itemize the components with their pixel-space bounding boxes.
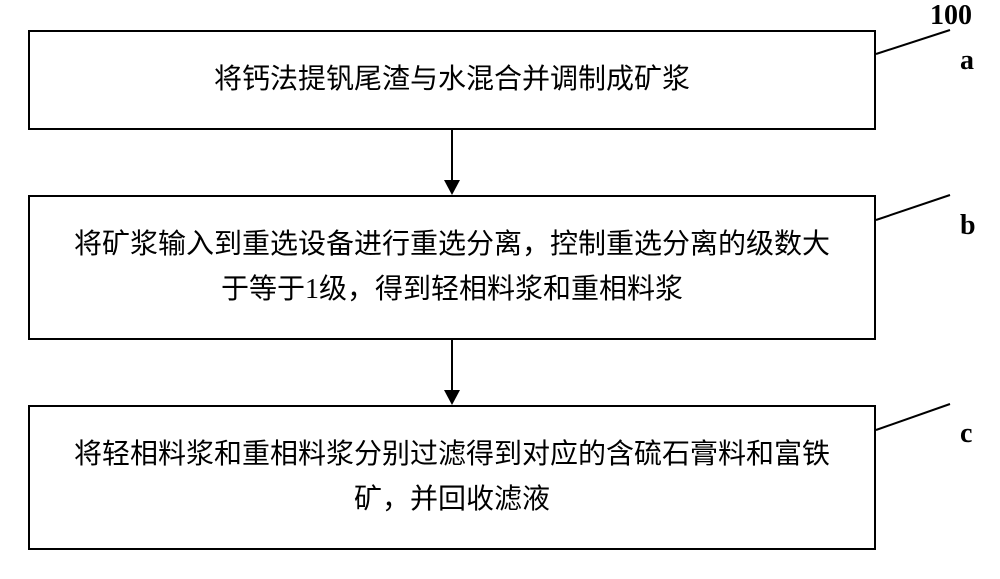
leader-line-c xyxy=(0,0,1000,579)
step-label-c-text: c xyxy=(960,418,972,449)
step-label-c: c xyxy=(960,418,972,450)
flowchart-canvas: 100 将钙法提钒尾渣与水混合并调制成矿浆 a 将矿浆输入到重选设备进行重选分离… xyxy=(0,0,1000,579)
